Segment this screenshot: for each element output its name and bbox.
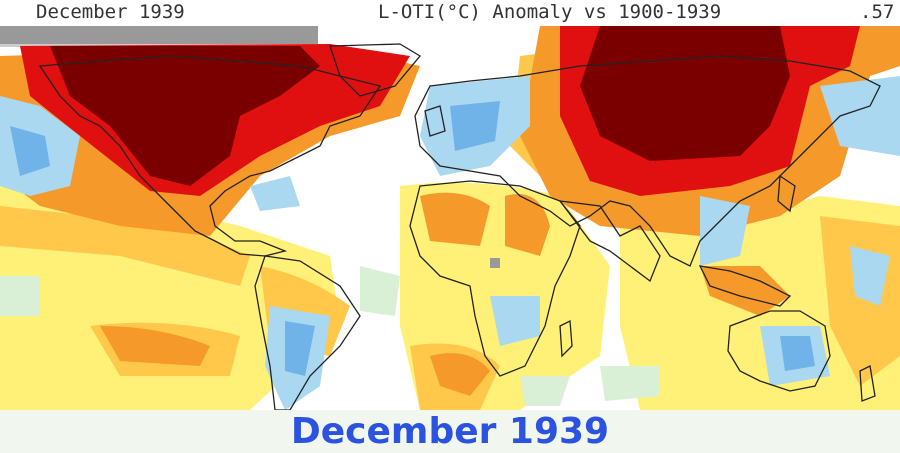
missing-data-cell xyxy=(490,258,500,268)
header-dataset-title: L-OTI(°C) Anomaly vs 1900-1939 xyxy=(378,1,722,23)
warm-anomaly-red xyxy=(20,26,860,196)
map-caption: December 1939 xyxy=(0,410,900,453)
cool-anomaly-blue xyxy=(0,76,900,410)
header-month-label: December 1939 xyxy=(36,1,185,23)
anomaly-map xyxy=(0,26,900,410)
anomaly-map-svg xyxy=(0,26,900,410)
map-header: December 1939 L-OTI(°C) Anomaly vs 1900-… xyxy=(0,0,900,26)
header-global-mean-value: .57 xyxy=(860,1,895,23)
continent-outlines xyxy=(38,43,881,410)
missing-data-region xyxy=(0,26,318,44)
neutral-anomaly-green xyxy=(0,266,660,406)
